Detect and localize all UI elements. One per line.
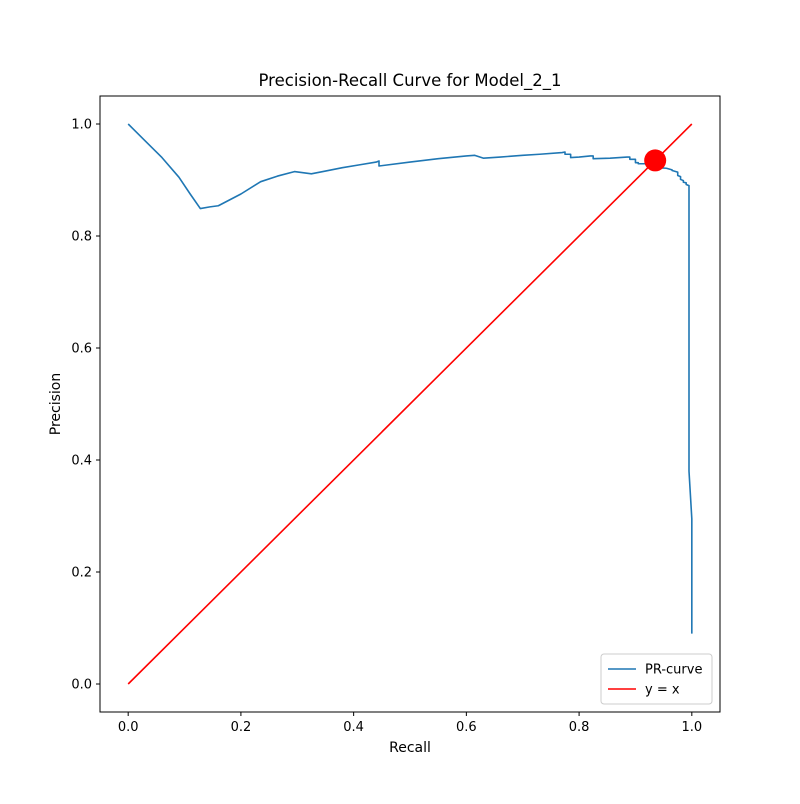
y-tick-label: 0.4: [71, 454, 92, 469]
identity-line: [127, 123, 693, 685]
intersection-marker: [644, 149, 667, 172]
legend-label: PR-curve: [645, 663, 702, 678]
x-tick-label: 0.4: [343, 720, 364, 735]
pr-curve-line: [127, 123, 693, 634]
x-tick-label: 0.2: [231, 720, 252, 735]
x-tick-label: 0.8: [569, 720, 590, 735]
y-axis-label: Precision: [48, 373, 64, 435]
axes-frame: [99, 95, 721, 713]
y-tick-label: 0.8: [71, 230, 92, 245]
legend-label: y = x: [645, 683, 680, 698]
x-tick-label: 0.6: [456, 720, 477, 735]
x-axis-ticks: 0.0 0.2 0.4 0.6 0.8 1.0: [118, 712, 702, 735]
plot-layer: [127, 123, 693, 685]
x-tick-label: 1.0: [681, 720, 702, 735]
y-tick-label: 0.2: [71, 566, 92, 581]
y-tick-label: 0.6: [71, 342, 92, 357]
x-axis-label: Recall: [389, 740, 431, 756]
y-tick-label: 0.0: [71, 678, 92, 693]
chart-title: Precision-Recall Curve for Model_2_1: [259, 71, 562, 91]
legend: PR-curve y = x: [600, 653, 713, 705]
y-axis-ticks: 0.0 0.2 0.4 0.6 0.8 1.0: [71, 118, 100, 693]
y-tick-label: 1.0: [71, 118, 92, 133]
legend-box: [600, 653, 713, 705]
x-tick-label: 0.0: [118, 720, 139, 735]
